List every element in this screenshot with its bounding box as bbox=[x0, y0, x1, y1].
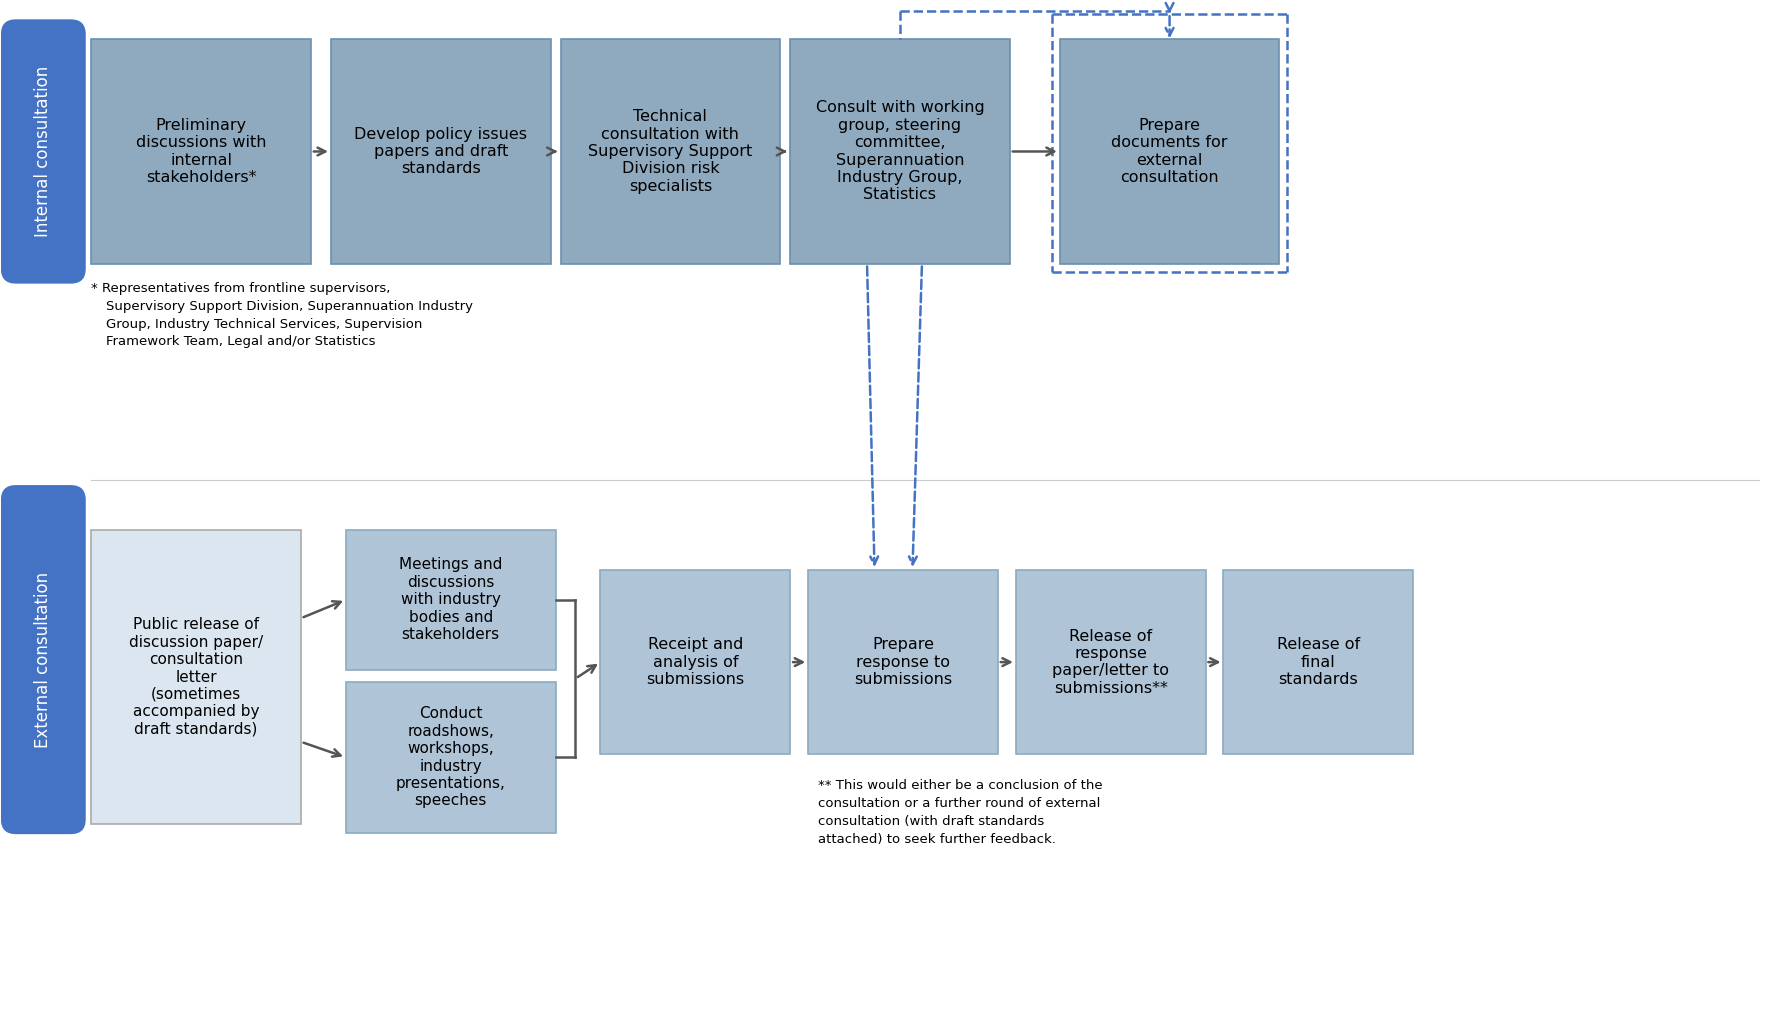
FancyBboxPatch shape bbox=[0, 486, 86, 834]
Text: Release of
final
standards: Release of final standards bbox=[1277, 637, 1359, 687]
FancyBboxPatch shape bbox=[600, 570, 789, 754]
FancyBboxPatch shape bbox=[346, 682, 555, 834]
Text: * Representatives from frontline supervisors,: * Representatives from frontline supervi… bbox=[91, 282, 391, 294]
Text: Supervisory Support Division, Superannuation Industry: Supervisory Support Division, Superannua… bbox=[105, 300, 473, 313]
Text: ** This would either be a conclusion of the: ** This would either be a conclusion of … bbox=[818, 779, 1102, 792]
FancyBboxPatch shape bbox=[91, 530, 300, 824]
FancyBboxPatch shape bbox=[1059, 39, 1279, 263]
Text: consultation or a further round of external: consultation or a further round of exter… bbox=[818, 797, 1100, 810]
FancyBboxPatch shape bbox=[91, 39, 311, 263]
Text: Preliminary
discussions with
internal
stakeholders*: Preliminary discussions with internal st… bbox=[136, 118, 266, 185]
Text: Group, Industry Technical Services, Supervision: Group, Industry Technical Services, Supe… bbox=[105, 317, 423, 331]
Text: Consult with working
group, steering
committee,
Superannuation
Industry Group,
S: Consult with working group, steering com… bbox=[816, 100, 984, 202]
Text: Receipt and
analysis of
submissions: Receipt and analysis of submissions bbox=[647, 637, 745, 687]
Text: Internal consultation: Internal consultation bbox=[34, 66, 52, 238]
Text: Prepare
documents for
external
consultation: Prepare documents for external consultat… bbox=[1111, 118, 1227, 185]
Text: Prepare
response to
submissions: Prepare response to submissions bbox=[854, 637, 952, 687]
FancyBboxPatch shape bbox=[807, 570, 998, 754]
FancyBboxPatch shape bbox=[561, 39, 780, 263]
Text: consultation (with draft standards: consultation (with draft standards bbox=[818, 815, 1045, 828]
FancyBboxPatch shape bbox=[346, 530, 555, 669]
Text: Release of
response
paper/letter to
submissions**: Release of response paper/letter to subm… bbox=[1052, 628, 1170, 695]
Text: External consultation: External consultation bbox=[34, 571, 52, 748]
Text: Framework Team, Legal and/or Statistics: Framework Team, Legal and/or Statistics bbox=[105, 336, 375, 348]
Text: Technical
consultation with
Supervisory Support
Division risk
specialists: Technical consultation with Supervisory … bbox=[588, 109, 752, 194]
Text: Conduct
roadshows,
workshops,
industry
presentations,
speeches: Conduct roadshows, workshops, industry p… bbox=[396, 707, 505, 809]
FancyBboxPatch shape bbox=[1016, 570, 1206, 754]
FancyBboxPatch shape bbox=[1223, 570, 1413, 754]
Text: Public release of
discussion paper/
consultation
letter
(sometimes
accompanied b: Public release of discussion paper/ cons… bbox=[129, 618, 263, 737]
FancyBboxPatch shape bbox=[789, 39, 1009, 263]
FancyBboxPatch shape bbox=[0, 20, 86, 284]
FancyBboxPatch shape bbox=[330, 39, 550, 263]
Text: Meetings and
discussions
with industry
bodies and
stakeholders: Meetings and discussions with industry b… bbox=[398, 558, 502, 643]
Text: Develop policy issues
papers and draft
standards: Develop policy issues papers and draft s… bbox=[354, 127, 527, 177]
Text: attached) to seek further feedback.: attached) to seek further feedback. bbox=[818, 834, 1056, 846]
